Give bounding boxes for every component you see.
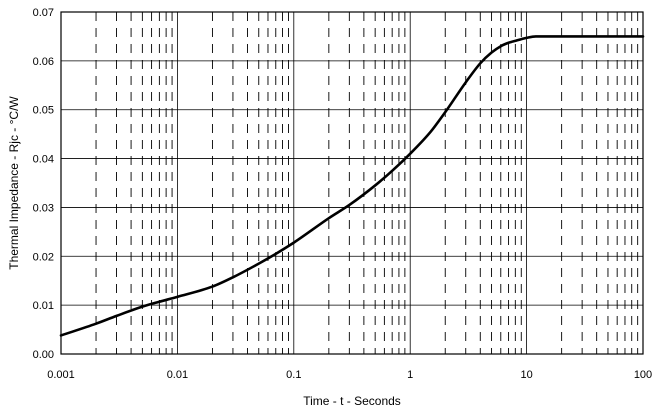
grid (60, 11, 644, 355)
x-axis-label: Time - t - Seconds (303, 394, 401, 408)
x-tick-label: 0.1 (286, 369, 301, 381)
x-tick-label: 0.001 (47, 369, 75, 381)
series-line (59, 35, 645, 337)
y-tick-label: 0.06 (33, 56, 54, 68)
x-tick-label: 100 (634, 369, 652, 381)
y-tick-label: 0.04 (33, 154, 54, 166)
x-tick-label: 0.01 (167, 369, 188, 381)
y-tick-label: 0.00 (33, 349, 54, 361)
y-tick-label: 0.03 (33, 202, 54, 214)
y-tick-label: 0.05 (33, 105, 54, 117)
tick-labels: 0.00 0.01 0.02 0.03 0.04 0.05 0.06 0.07 0.001 0.0… (33, 7, 653, 381)
plot-frame (60, 11, 644, 355)
y-tick-label: 0.02 (33, 251, 54, 263)
x-tick-label: 10 (520, 369, 532, 381)
series-layer (59, 35, 645, 337)
y-tick-label: 0.07 (33, 7, 54, 19)
y-tick-label: 0.01 (33, 300, 54, 312)
x-tick-label: 1 (407, 369, 413, 381)
y-axis-label: Thermal Impedance - Rjc - °C/W (7, 96, 21, 270)
